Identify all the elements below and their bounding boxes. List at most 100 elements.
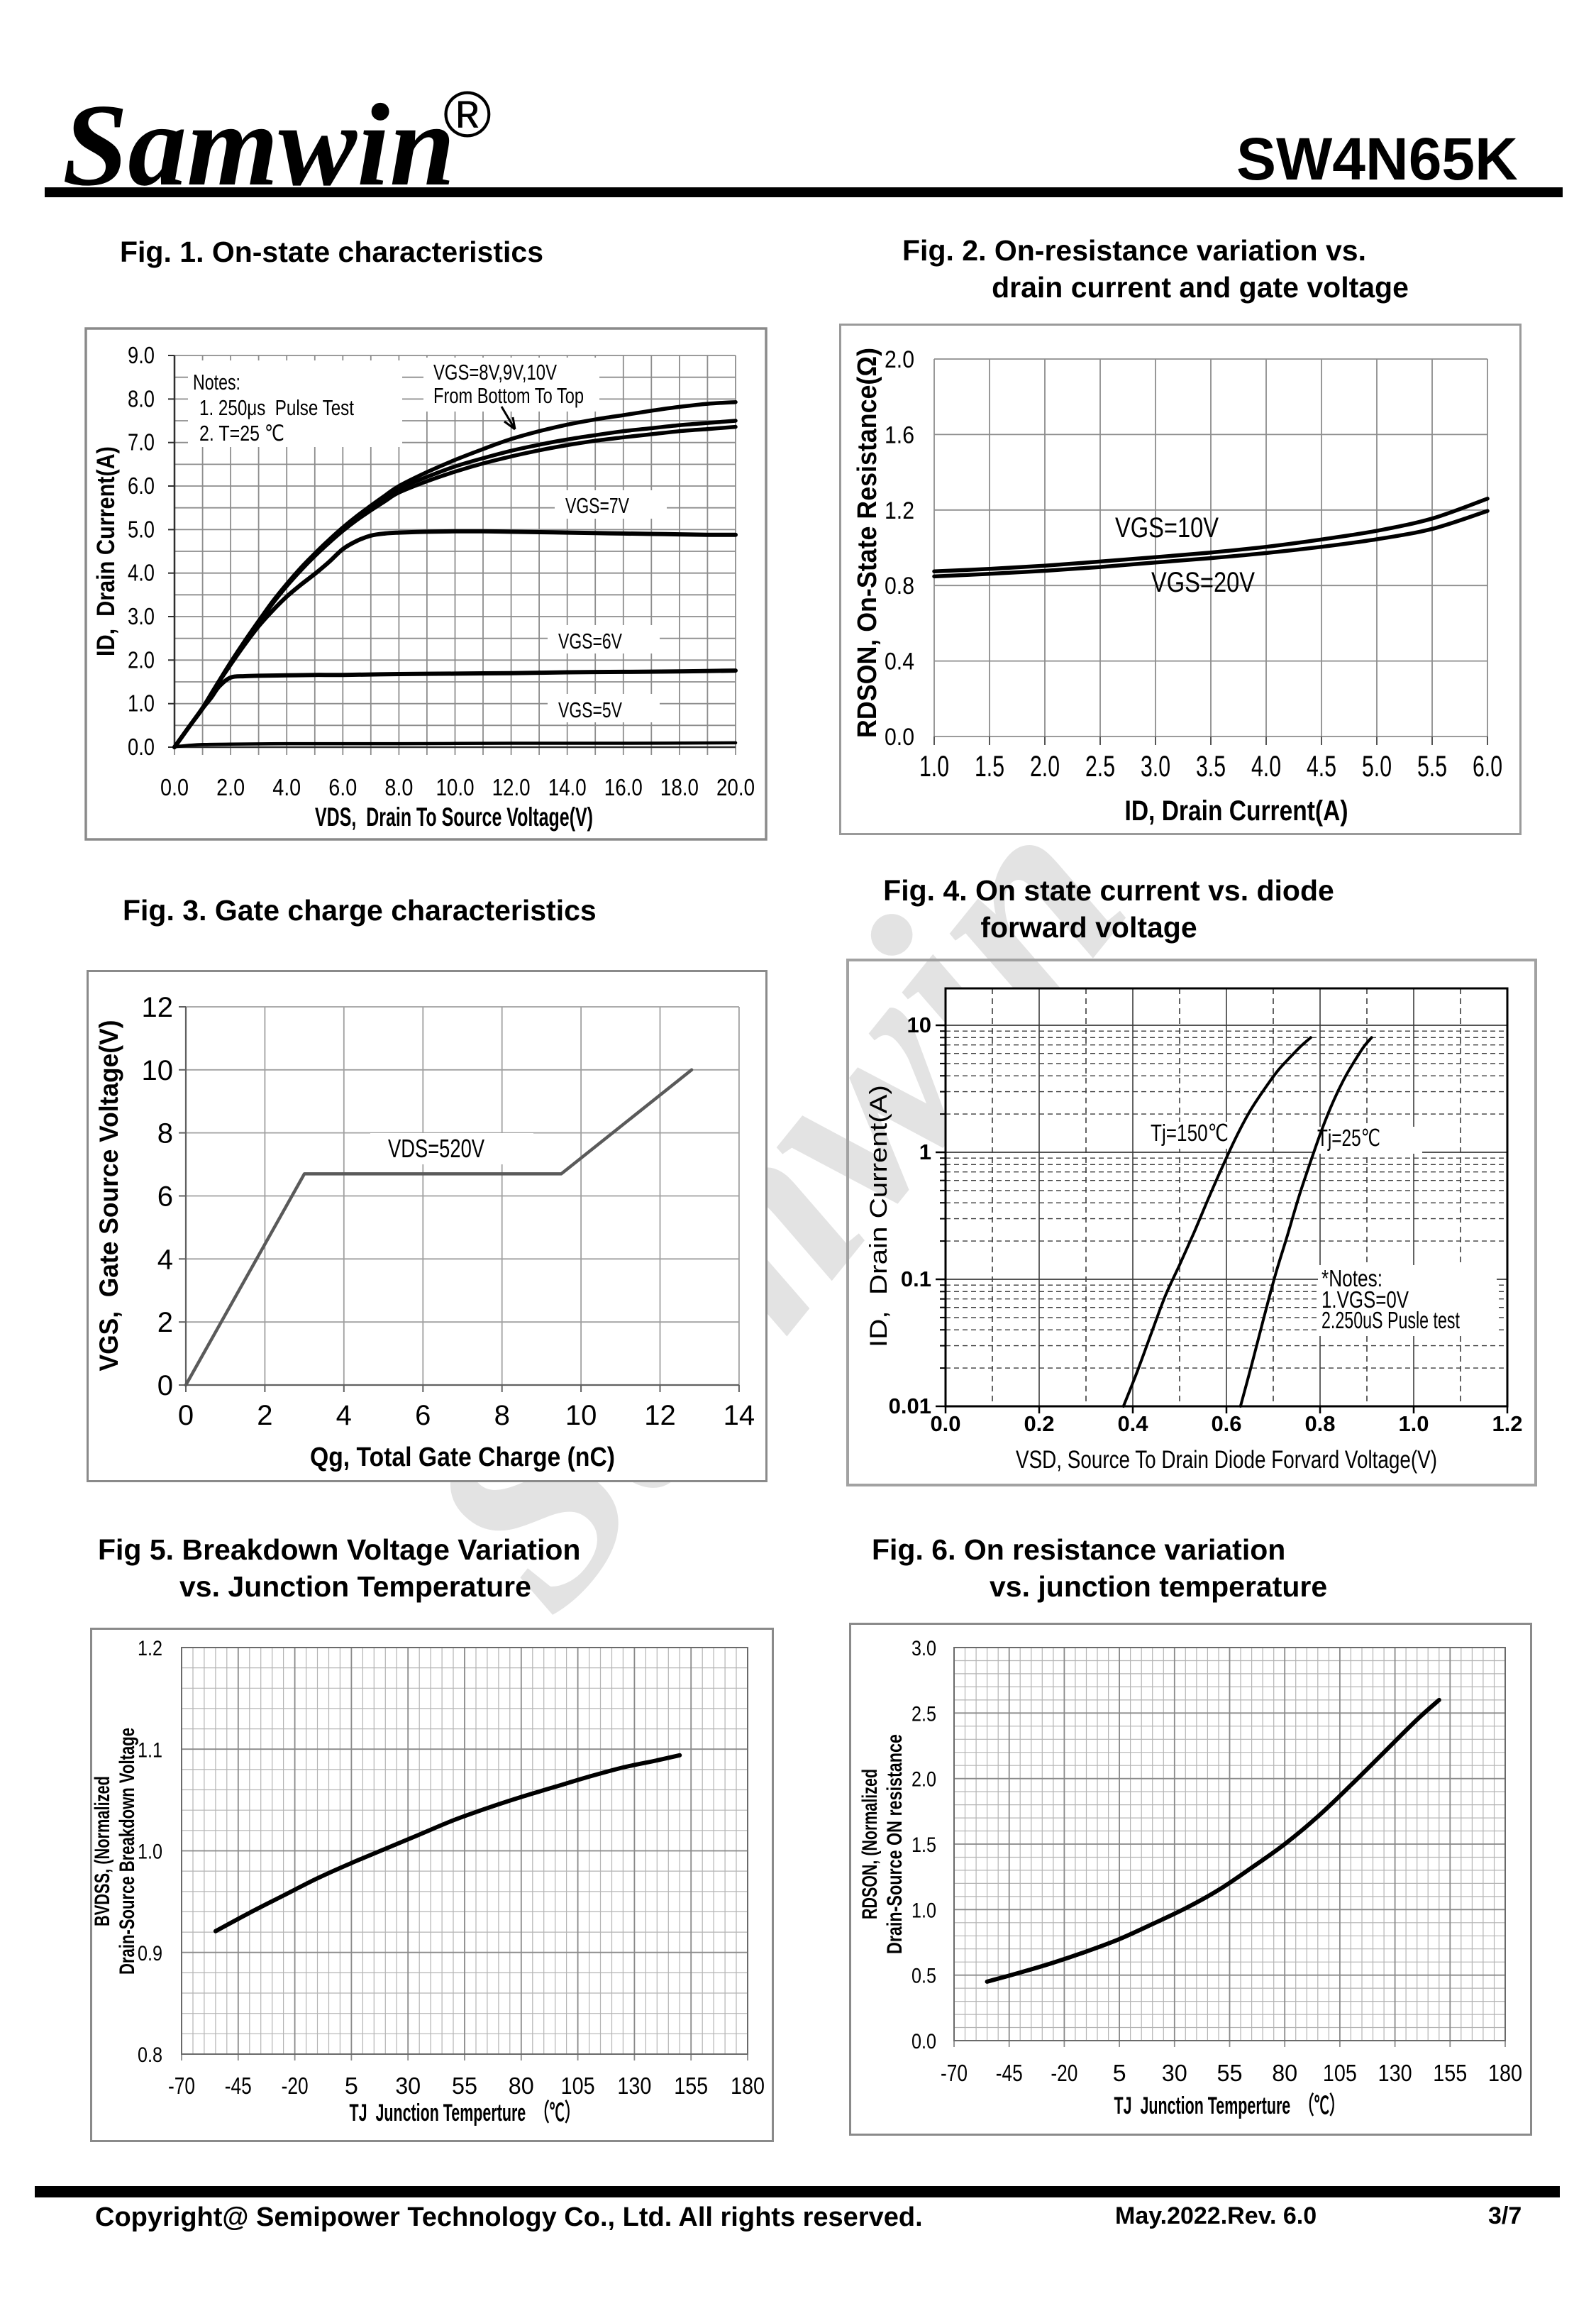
svg-text:10: 10	[142, 1055, 174, 1086]
svg-text:-20: -20	[282, 2073, 309, 2099]
svg-text:0: 0	[157, 1370, 173, 1401]
svg-text:0.8: 0.8	[138, 2043, 162, 2067]
svg-text:2.0: 2.0	[911, 1768, 936, 1792]
svg-text:180: 180	[1488, 2060, 1522, 2086]
svg-text:1.2: 1.2	[885, 497, 914, 524]
svg-text:-45: -45	[996, 2060, 1023, 2086]
svg-text:4: 4	[336, 1400, 352, 1431]
svg-text:0.0: 0.0	[128, 734, 155, 760]
svg-text:1: 1	[919, 1140, 931, 1164]
svg-text:130: 130	[1378, 2060, 1412, 2086]
svg-text:VGS=5V: VGS=5V	[558, 697, 622, 722]
svg-text:9.0: 9.0	[128, 342, 155, 368]
svg-text:1.5: 1.5	[911, 1833, 936, 1857]
svg-text:-70: -70	[168, 2073, 195, 2099]
svg-text:1.2: 1.2	[138, 1637, 162, 1660]
svg-text:2: 2	[157, 1307, 173, 1338]
svg-text:0.5: 0.5	[911, 1965, 936, 1988]
svg-text:80: 80	[1272, 2060, 1297, 2086]
svg-text:105: 105	[1323, 2060, 1357, 2086]
svg-text:5.0: 5.0	[1362, 749, 1392, 783]
svg-text:55: 55	[452, 2073, 477, 2099]
svg-text:2: 2	[257, 1400, 272, 1431]
svg-text:0.0: 0.0	[930, 1411, 960, 1436]
svg-text:-20: -20	[1051, 2060, 1077, 2086]
svg-text:VSD, Source To Drain Diode For: VSD, Source To Drain Diode Forvard Volta…	[1016, 1446, 1437, 1474]
svg-text:3.0: 3.0	[1141, 749, 1170, 783]
svg-text:5.5: 5.5	[1417, 749, 1447, 783]
svg-text:155: 155	[1433, 2060, 1467, 2086]
svg-text:2.0: 2.0	[216, 774, 245, 800]
svg-text:14.0: 14.0	[548, 774, 587, 800]
svg-text:Drain-Source ON resistance: Drain-Source ON resistance	[883, 1734, 907, 1954]
svg-text:TJ Junction Temperture （℃）: TJ Junction Temperture （℃）	[350, 2099, 580, 2126]
svg-text:1.1: 1.1	[138, 1738, 162, 1762]
svg-text:1.6: 1.6	[885, 421, 914, 448]
svg-text:16.0: 16.0	[604, 774, 643, 800]
svg-text:8.0: 8.0	[128, 385, 155, 412]
svg-text:1.0: 1.0	[1398, 1411, 1429, 1436]
svg-text:130: 130	[617, 2073, 651, 2099]
svg-text:1.0: 1.0	[128, 690, 155, 717]
svg-text:-70: -70	[941, 2060, 968, 2086]
svg-text:1.0: 1.0	[911, 1899, 936, 1922]
svg-text:55: 55	[1217, 2060, 1243, 2086]
svg-text:1. 250μs Pulse Test: 1. 250μs Pulse Test	[199, 395, 354, 420]
svg-text:Qg, Total Gate Charge (nC): Qg, Total Gate Charge (nC)	[310, 1442, 615, 1472]
svg-text:1.5: 1.5	[975, 749, 1004, 783]
svg-text:8: 8	[494, 1400, 510, 1431]
svg-text:1.0: 1.0	[919, 749, 949, 783]
svg-text:BVDSS, (Normalized: BVDSS, (Normalized	[91, 1776, 114, 1926]
svg-text:VDS=520V: VDS=520V	[388, 1134, 484, 1163]
svg-text:1.2: 1.2	[1492, 1411, 1522, 1436]
svg-text:0.4: 0.4	[885, 649, 914, 675]
svg-text:6.0: 6.0	[1473, 749, 1502, 783]
svg-text:105: 105	[561, 2073, 595, 2099]
svg-text:12: 12	[644, 1400, 676, 1431]
svg-text:2.5: 2.5	[1085, 749, 1115, 783]
svg-text:0.9: 0.9	[138, 1942, 162, 1965]
svg-text:Tj=25℃: Tj=25℃	[1317, 1125, 1380, 1151]
svg-text:0.0: 0.0	[160, 774, 189, 800]
svg-text:5: 5	[1113, 2060, 1126, 2086]
svg-text:4.0: 4.0	[128, 560, 155, 586]
svg-text:2.0: 2.0	[885, 346, 914, 373]
svg-text:VGS=6V: VGS=6V	[558, 629, 622, 653]
svg-text:4: 4	[157, 1244, 173, 1275]
svg-text:180: 180	[731, 2073, 765, 2099]
svg-text:VGS, Gate Source Voltage(V): VGS, Gate Source Voltage(V)	[94, 1020, 123, 1372]
svg-text:14: 14	[724, 1400, 755, 1431]
svg-text:12.0: 12.0	[492, 774, 531, 800]
svg-text:VGS=8V,9V,10V: VGS=8V,9V,10V	[433, 360, 557, 385]
svg-text:0: 0	[178, 1400, 194, 1431]
svg-text:7.0: 7.0	[128, 429, 155, 456]
svg-text:5.0: 5.0	[128, 516, 155, 542]
svg-text:0.8: 0.8	[1304, 1411, 1335, 1436]
svg-text:3.0: 3.0	[128, 603, 155, 629]
svg-text:4.5: 4.5	[1307, 749, 1336, 783]
svg-text:4.0: 4.0	[1251, 749, 1281, 783]
svg-text:0.01: 0.01	[889, 1394, 931, 1418]
svg-text:*Notes:: *Notes:	[1321, 1265, 1382, 1291]
svg-text:0.0: 0.0	[885, 724, 914, 751]
svg-text:2.0: 2.0	[1030, 749, 1060, 783]
svg-text:Drain-Source Breakdown Voltage: Drain-Source Breakdown Voltage	[116, 1728, 139, 1975]
svg-text:10: 10	[907, 1013, 931, 1037]
svg-text:0.0: 0.0	[911, 2030, 936, 2053]
svg-text:VGS=7V: VGS=7V	[565, 493, 629, 518]
svg-text:1.VGS=0V: 1.VGS=0V	[1321, 1286, 1409, 1313]
svg-text:6.0: 6.0	[128, 473, 155, 499]
svg-text:30: 30	[395, 2073, 421, 2099]
svg-text:-45: -45	[225, 2073, 252, 2099]
svg-text:18.0: 18.0	[660, 774, 699, 800]
svg-text:VDS, Drain To Source Voltage(: VDS, Drain To Source Voltage(V)	[315, 802, 593, 832]
svg-text:Notes:: Notes:	[193, 370, 240, 395]
svg-text:10: 10	[565, 1400, 597, 1431]
svg-text:5: 5	[345, 2073, 358, 2099]
svg-text:4.0: 4.0	[272, 774, 301, 800]
svg-text:2. T=25 ℃: 2. T=25 ℃	[199, 421, 284, 446]
svg-text:RDSON, (Normalized: RDSON, (Normalized	[858, 1769, 882, 1919]
svg-text:1.0: 1.0	[138, 1841, 162, 1864]
svg-text:TJ Junction Temperture （℃）: TJ Junction Temperture （℃）	[1114, 2092, 1345, 2119]
svg-text:Tj=150℃: Tj=150℃	[1151, 1120, 1229, 1146]
